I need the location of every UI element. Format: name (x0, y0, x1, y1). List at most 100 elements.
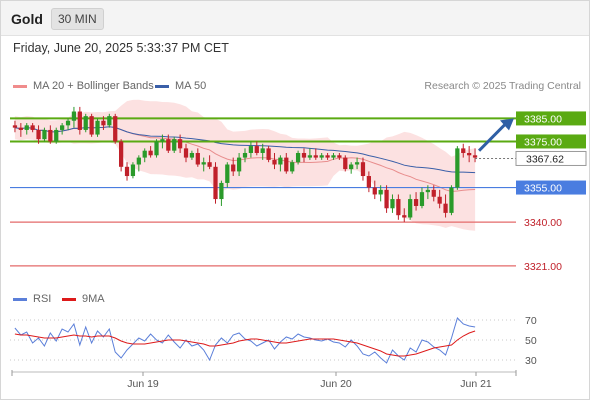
rsi-tick-0: 70 (525, 315, 537, 327)
candle-body (254, 146, 259, 153)
level-label-2: 3355.00 (524, 183, 562, 195)
candle-body (301, 152, 307, 158)
candle-body (95, 120, 100, 135)
candle-body (378, 189, 383, 195)
candle-body (307, 155, 313, 158)
chart-header: Gold 30 MIN (1, 1, 589, 36)
candle-body (166, 139, 171, 151)
candle-body (325, 155, 330, 158)
candle-body (272, 159, 277, 165)
candle-body (48, 129, 53, 142)
candle-body (461, 148, 466, 153)
candle-body (60, 125, 65, 130)
candle-body (101, 120, 106, 126)
candle-body (18, 127, 23, 130)
candle-body (65, 120, 71, 126)
candle-body (266, 148, 271, 160)
candle-body (396, 199, 401, 216)
candle-body (248, 146, 254, 153)
candle-body (36, 129, 41, 140)
candle-body (278, 157, 283, 165)
projection-arrow-head (500, 118, 514, 131)
candle-body (172, 139, 177, 151)
candle-body (201, 162, 206, 165)
candle-body (384, 189, 389, 209)
candle-body (130, 164, 136, 177)
candle-body (354, 162, 360, 165)
candle-body (290, 162, 295, 172)
legend-ma20-label: MA 20 + Bollinger Bands (33, 80, 154, 92)
candle-body (77, 111, 82, 130)
candle-body (183, 148, 189, 158)
instrument-title: Gold (11, 11, 43, 27)
rsi-tick-2: 30 (525, 355, 537, 367)
ma20-swatch (13, 84, 27, 88)
candle-body (431, 189, 436, 197)
x-tick-label-0: Jun 19 (127, 378, 159, 390)
level-tag-1 (516, 134, 586, 149)
level-tag-2 (516, 180, 586, 195)
candle-body (24, 125, 29, 130)
candle-body (425, 189, 430, 193)
legend-rsi: RSI (13, 293, 51, 305)
candle-body (124, 166, 130, 177)
candle-body (107, 116, 112, 126)
candle-body (231, 164, 236, 172)
candle-body (195, 152, 200, 165)
candle-body (12, 125, 18, 128)
x-tick-label-2: Jun 21 (460, 378, 492, 390)
legend-ma50: MA 50 (155, 80, 206, 92)
candle-body (136, 157, 141, 165)
candle-body (413, 199, 419, 206)
timeframe-badge[interactable]: 30 MIN (51, 8, 104, 30)
candle-body (160, 139, 165, 142)
candle-body (260, 148, 265, 153)
candle-body (207, 162, 212, 167)
candle-body (437, 196, 442, 204)
candle-body (372, 187, 377, 195)
candle-body (119, 141, 124, 167)
candle-body (455, 148, 460, 188)
legend-ma50-label: MA 50 (175, 80, 207, 92)
candle-body (154, 141, 159, 156)
candle-body (225, 164, 230, 183)
candle-body (113, 116, 118, 142)
candle-body (42, 129, 47, 140)
candle-body (449, 187, 454, 213)
candle-body (419, 192, 425, 206)
candle-body (331, 155, 336, 158)
candle-body (360, 162, 366, 177)
candle-body (189, 152, 195, 158)
candle-body (89, 116, 94, 135)
research-credit: Research © 2025 Trading Central (424, 80, 581, 92)
legend-9ma-label: 9MA (82, 293, 105, 305)
chart-timestamp: Friday, June 20, 2025 5:33:37 PM CET (13, 41, 229, 55)
rsi-swatch (13, 297, 27, 301)
level-label-0: 3385.00 (524, 113, 562, 125)
candle-body (402, 215, 407, 218)
candle-body (472, 155, 478, 158)
candle-body (242, 152, 248, 158)
candle-body (30, 125, 35, 130)
candle-body (284, 157, 289, 172)
legend-rsi-label: RSI (33, 293, 52, 305)
candle-body (390, 199, 395, 209)
candle-body (236, 157, 242, 172)
level-label-3: 3340.00 (524, 217, 562, 229)
candle-body (54, 129, 59, 142)
candle-body (219, 182, 224, 200)
candle-body (443, 203, 448, 213)
candle-body (83, 116, 88, 130)
level-label-1: 3375.00 (524, 136, 562, 148)
candle-body (71, 111, 77, 121)
candle-body (366, 176, 371, 188)
candle-body (408, 199, 413, 218)
projection-arrow-shaft (477, 122, 508, 152)
rsi-ma-swatch (62, 297, 76, 301)
candle-body (319, 155, 324, 158)
candle-body (213, 166, 218, 200)
candle-body (148, 150, 153, 156)
candle-body (343, 157, 348, 170)
